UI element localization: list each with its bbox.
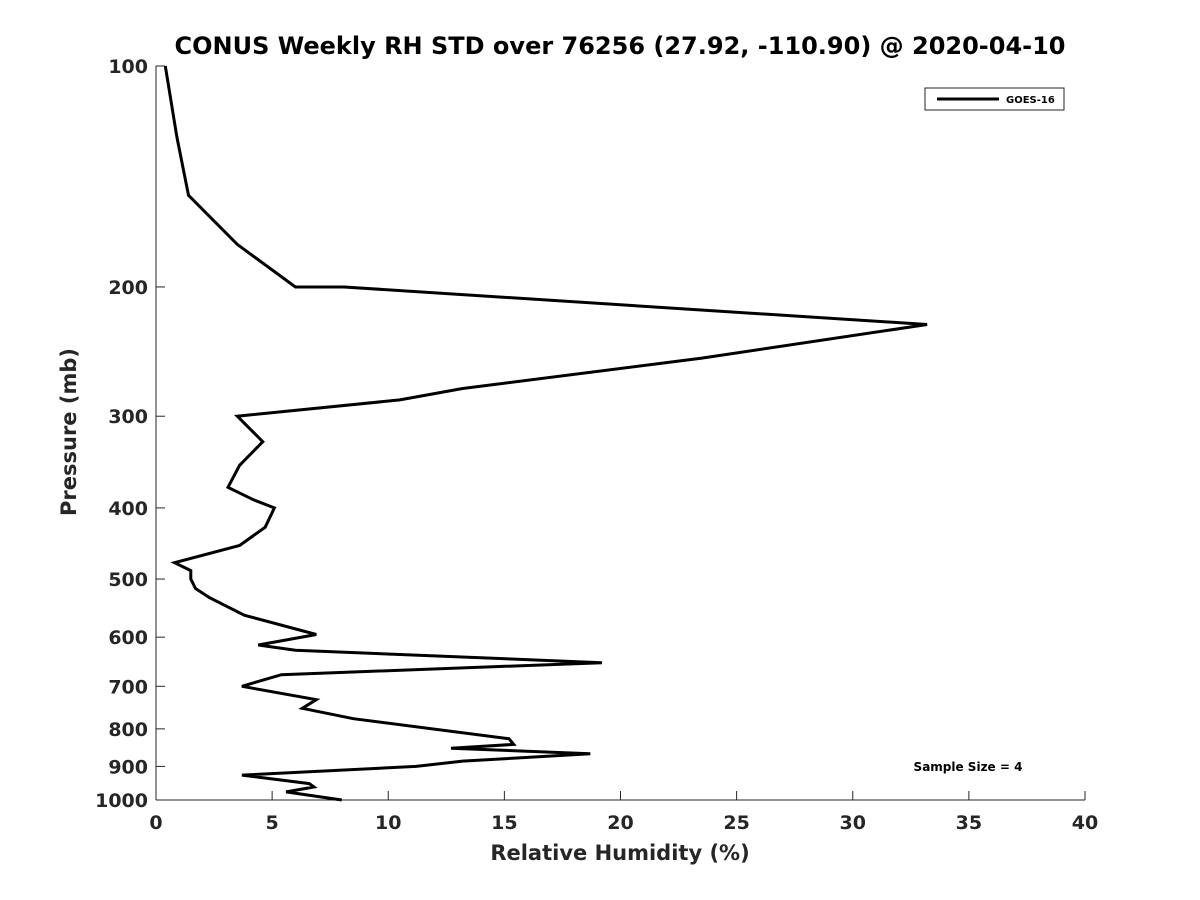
series-line-goes-16 [163,65,928,802]
y-tick-label: 100 [108,56,148,78]
x-axis-label: Relative Humidity (%) [490,841,749,865]
x-tick-label: 40 [1072,812,1098,834]
y-tick-label: 600 [108,627,148,649]
y-tick-label: 900 [108,756,148,778]
chart-title: CONUS Weekly RH STD over 76256 (27.92, -… [174,32,1065,60]
y-tick-label: 1000 [95,790,148,812]
legend-label-goes-16: GOES-16 [1006,95,1055,106]
y-axis-label: Pressure (mb) [57,348,81,516]
y-tick-label: 700 [108,676,148,698]
y-tick-label: 400 [108,498,148,520]
x-tick-label: 30 [840,812,866,834]
x-tick-label: 15 [491,812,517,834]
y-tick-label: 200 [108,277,148,299]
x-tick-label: 5 [266,812,279,834]
sample-size-annotation: Sample Size = 4 [914,760,1023,774]
y-tick-label: 500 [108,569,148,591]
x-tick-label: 10 [375,812,401,834]
x-tick-label: 20 [607,812,633,834]
x-tick-label: 0 [149,812,162,834]
x-tick-label: 35 [956,812,982,834]
x-tick-label: 25 [723,812,749,834]
y-tick-label: 300 [108,406,148,428]
legend: GOES-16 [924,87,1065,111]
y-tick-label: 800 [108,719,148,741]
plot-area: 0 5 10 15 20 25 30 35 40 100 200 300 400 500 600 700 800… [95,56,1098,834]
